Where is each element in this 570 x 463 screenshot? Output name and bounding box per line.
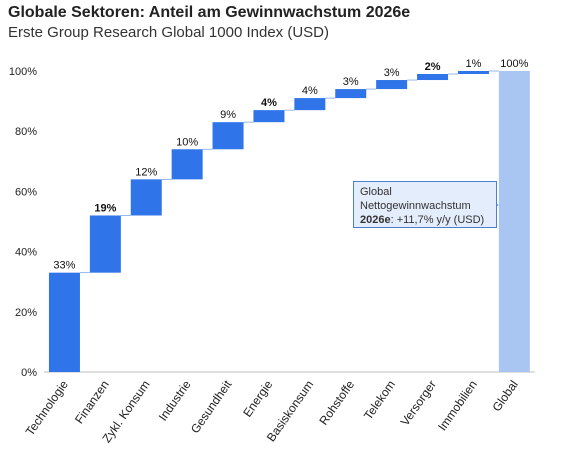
- x-tick-label: Technologie: [23, 377, 71, 438]
- chart-subtitle: Erste Group Research Global 1000 Index (…: [8, 24, 329, 41]
- waterfall-bar: [417, 74, 449, 81]
- x-tick-label: Versorger: [398, 378, 439, 429]
- annotation-line3-rest: : +11,7% y/y (USD): [390, 214, 485, 226]
- data-label: 19%: [94, 202, 116, 214]
- data-label: 9%: [220, 109, 236, 121]
- data-label: 10%: [176, 136, 198, 148]
- x-tick-label: Rohstoffe: [316, 377, 357, 427]
- data-label: 1%: [465, 58, 481, 70]
- data-label: 4%: [261, 97, 277, 109]
- annotation-box: Global Nettogewinnwachstum 2026e: +11,7%…: [353, 181, 497, 228]
- waterfall-bar: [89, 215, 121, 273]
- waterfall-bar: [253, 110, 285, 123]
- y-tick-label: 40%: [15, 247, 37, 259]
- data-label: 100%: [500, 58, 528, 70]
- waterfall-bar: [335, 89, 367, 99]
- data-label: 12%: [135, 166, 157, 178]
- y-tick-label: 20%: [15, 307, 37, 319]
- annotation-line3: 2026e: +11,7% y/y (USD): [360, 213, 490, 227]
- waterfall-bar: [212, 122, 244, 150]
- chart-title: Globale Sektoren: Anteil am Gewinnwachst…: [8, 4, 411, 21]
- data-label: 3%: [343, 76, 359, 88]
- data-label: 4%: [302, 85, 318, 97]
- annotation-line1: Global: [360, 186, 392, 198]
- total-bar: [498, 71, 530, 372]
- waterfall-bar: [48, 272, 80, 372]
- waterfall-bar: [171, 149, 203, 180]
- y-tick-label: 0%: [21, 367, 37, 379]
- x-tick-label: Telekom: [361, 378, 398, 423]
- y-tick-label: 80%: [15, 126, 37, 138]
- waterfall-bar: [130, 179, 162, 216]
- x-tick-label: Finanzen: [72, 378, 112, 426]
- x-tick-label: Global: [489, 378, 520, 414]
- waterfall-bar: [457, 71, 489, 75]
- annotation-line2: Nettogewinnwachstum: [360, 200, 471, 212]
- x-tick-label: Immobilien: [435, 378, 480, 434]
- y-tick-label: 100%: [9, 66, 37, 78]
- y-tick-label: 60%: [15, 186, 37, 198]
- data-label: 2%: [425, 61, 441, 73]
- data-label: 3%: [384, 67, 400, 79]
- x-tick-label: Industrie: [156, 377, 194, 423]
- x-tick-label: Energie: [240, 377, 275, 419]
- x-tick-label: Gesundheit: [188, 377, 235, 436]
- waterfall-bar: [376, 80, 408, 90]
- waterfall-bar: [294, 98, 326, 111]
- annotation-line3-bold: 2026e: [360, 214, 391, 226]
- data-label: 33%: [53, 260, 75, 272]
